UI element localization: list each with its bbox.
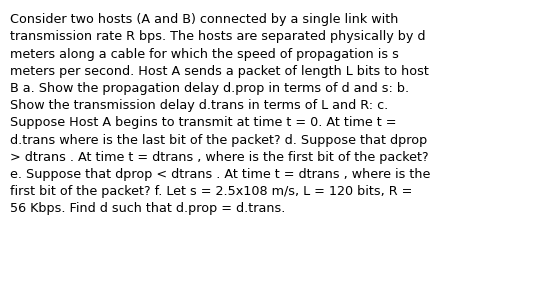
Text: Consider two hosts (A and B) connected by a single link with
transmission rate R: Consider two hosts (A and B) connected b… [10,13,430,215]
